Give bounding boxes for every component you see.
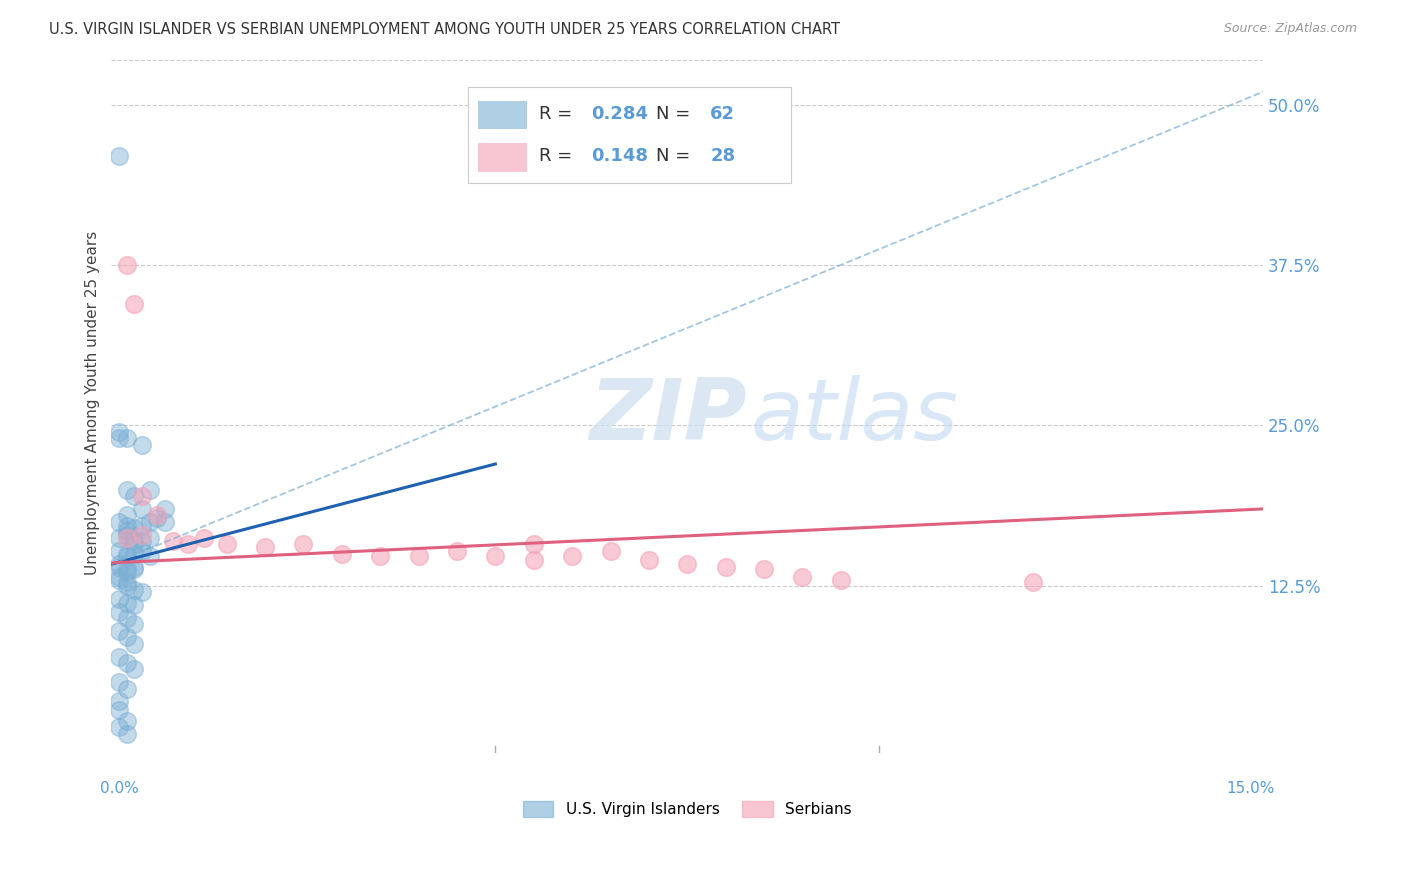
Point — [115, 611, 138, 625]
Point — [292, 536, 315, 550]
Point — [108, 573, 131, 587]
Point — [162, 534, 184, 549]
Point — [115, 431, 138, 445]
Point — [108, 694, 131, 708]
Point — [108, 559, 131, 574]
Point — [115, 518, 138, 533]
Point — [124, 536, 146, 550]
Point — [115, 596, 138, 610]
Point — [124, 547, 146, 561]
Point — [108, 532, 131, 546]
Point — [124, 534, 146, 549]
Point — [108, 544, 131, 558]
Point — [131, 489, 153, 503]
Point — [124, 598, 146, 612]
Point — [146, 508, 169, 523]
Point — [108, 649, 131, 664]
Point — [115, 714, 138, 728]
Point — [115, 579, 138, 593]
Point — [193, 532, 215, 546]
Text: U.S. VIRGIN ISLANDER VS SERBIAN UNEMPLOYMENT AMONG YOUTH UNDER 25 YEARS CORRELAT: U.S. VIRGIN ISLANDER VS SERBIAN UNEMPLOY… — [49, 22, 841, 37]
Point — [676, 557, 699, 571]
Point — [153, 515, 176, 529]
Text: 15.0%: 15.0% — [1226, 780, 1275, 796]
Point — [792, 570, 814, 584]
Point — [1022, 575, 1045, 590]
Legend: U.S. Virgin Islanders, Serbians: U.S. Virgin Islanders, Serbians — [517, 796, 858, 823]
Point — [139, 483, 162, 497]
Point — [108, 431, 131, 445]
Point — [253, 541, 276, 555]
Point — [108, 570, 131, 584]
Point — [131, 585, 153, 599]
Point — [638, 553, 661, 567]
Point — [368, 549, 391, 564]
Point — [561, 549, 583, 564]
Point — [108, 720, 131, 734]
Point — [124, 521, 146, 535]
Point — [523, 536, 546, 550]
Point — [446, 544, 468, 558]
Point — [115, 483, 138, 497]
Point — [124, 562, 146, 576]
Point — [830, 573, 852, 587]
Point — [115, 575, 138, 590]
Point — [131, 544, 153, 558]
Point — [124, 617, 146, 632]
Point — [115, 656, 138, 670]
Point — [108, 624, 131, 638]
Point — [115, 726, 138, 740]
Point — [124, 662, 146, 676]
Point — [177, 536, 200, 550]
Point — [108, 425, 131, 439]
Point — [714, 559, 737, 574]
Point — [115, 532, 138, 546]
Point — [124, 559, 146, 574]
Point — [139, 532, 162, 546]
Point — [108, 605, 131, 619]
Point — [139, 549, 162, 564]
Point — [139, 515, 162, 529]
Point — [115, 681, 138, 696]
Text: ZIP: ZIP — [589, 376, 747, 458]
Point — [108, 557, 131, 571]
Point — [131, 527, 153, 541]
Point — [115, 549, 138, 564]
Point — [599, 544, 621, 558]
Point — [408, 549, 430, 564]
Point — [484, 549, 506, 564]
Point — [115, 524, 138, 538]
Point — [124, 582, 146, 597]
Point — [108, 675, 131, 690]
Point — [131, 438, 153, 452]
Point — [124, 296, 146, 310]
Y-axis label: Unemployment Among Youth under 25 years: Unemployment Among Youth under 25 years — [86, 231, 100, 575]
Point — [153, 502, 176, 516]
Point — [752, 562, 775, 576]
Point — [108, 149, 131, 163]
Point — [108, 703, 131, 717]
Point — [115, 547, 138, 561]
Point — [115, 565, 138, 579]
Text: Source: ZipAtlas.com: Source: ZipAtlas.com — [1223, 22, 1357, 36]
Point — [131, 534, 153, 549]
Point — [215, 536, 238, 550]
Point — [108, 515, 131, 529]
Point — [115, 630, 138, 644]
Point — [115, 258, 138, 272]
Point — [115, 527, 138, 541]
Point — [131, 518, 153, 533]
Point — [124, 489, 146, 503]
Point — [131, 502, 153, 516]
Point — [523, 553, 546, 567]
Point — [124, 637, 146, 651]
Point — [115, 508, 138, 523]
Point — [108, 591, 131, 606]
Point — [115, 562, 138, 576]
Point — [146, 511, 169, 525]
Point — [330, 547, 353, 561]
Text: 0.0%: 0.0% — [100, 780, 139, 796]
Text: atlas: atlas — [751, 376, 959, 458]
